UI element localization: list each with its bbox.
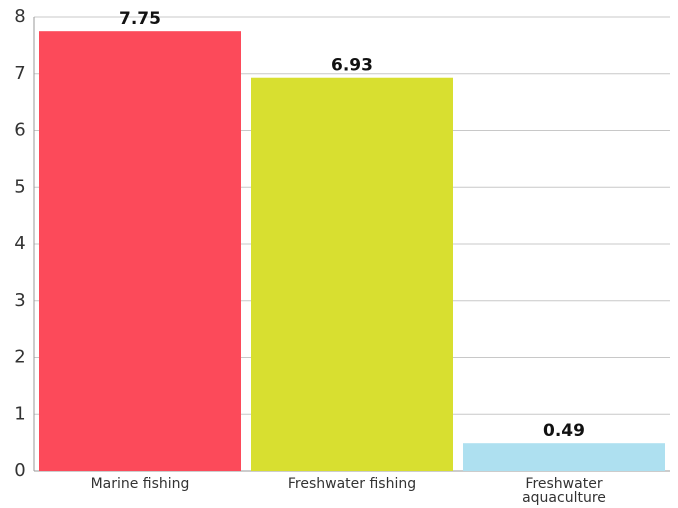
y-tick-label: 5	[14, 176, 25, 197]
value-label: 0.49	[543, 421, 585, 441]
x-tick-label: Freshwater fishing	[287, 476, 417, 492]
y-tick-label: 2	[14, 347, 25, 368]
bar	[39, 31, 241, 471]
bar	[463, 443, 665, 471]
x-tick-label: Freshwater aquaculture	[522, 476, 606, 506]
y-tick-label: 8	[14, 6, 25, 27]
y-tick-label: 4	[14, 233, 25, 254]
value-label: 7.75	[119, 9, 161, 29]
bar	[251, 77, 453, 471]
y-tick-label: 7	[14, 63, 25, 84]
value-label: 6.93	[331, 56, 373, 76]
y-tick-label: 0	[14, 460, 25, 481]
y-tick-label: 6	[14, 120, 25, 141]
x-tick-label: Marine fishing	[90, 476, 190, 492]
y-tick-label: 3	[14, 290, 25, 311]
y-tick-label: 1	[14, 403, 25, 424]
